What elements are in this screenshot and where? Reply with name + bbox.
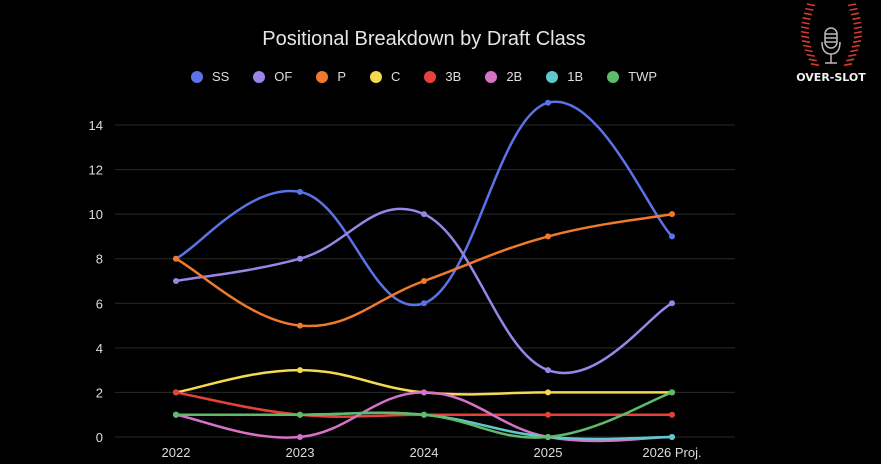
data-point-twp: [669, 389, 675, 396]
legend-swatch: [370, 70, 383, 83]
over-slot-logo: OVER-SLOT: [796, 3, 866, 84]
data-point-ss: [421, 300, 427, 307]
chart-title: Positional Breakdown by Draft Class: [262, 28, 586, 50]
y-tick-label: 8: [96, 252, 103, 267]
data-point-twp: [297, 411, 303, 418]
data-point-3b: [545, 411, 551, 418]
y-tick-label: 10: [89, 207, 103, 222]
data-point-3b: [669, 411, 675, 418]
data-point-twp: [421, 411, 427, 418]
data-point-2b: [297, 434, 303, 440]
chart-legend: SS OF P C 3B 2B 1B TWP: [0, 69, 848, 84]
legend-item-ss[interactable]: SS: [190, 69, 230, 84]
y-tick-label: 4: [96, 341, 103, 356]
data-point-p: [173, 255, 179, 262]
legend-label: TWP: [628, 69, 658, 84]
data-point-p: [669, 211, 675, 218]
data-point-of: [421, 211, 427, 218]
x-tick-label: 2023: [286, 445, 315, 460]
legend-item-3b[interactable]: 3B: [424, 69, 461, 84]
legend-label: SS: [211, 69, 230, 84]
logo-text: OVER-SLOT: [796, 71, 866, 84]
legend-swatch: [546, 70, 559, 83]
data-point-of: [173, 278, 179, 284]
data-point-of: [669, 300, 675, 307]
data-point-3b: [173, 389, 179, 396]
data-point-p: [421, 278, 427, 284]
legend-swatch: [607, 70, 620, 83]
legend-item-twp[interactable]: TWP: [607, 69, 657, 84]
legend-item-c[interactable]: C: [370, 69, 400, 84]
legend-label: P: [337, 69, 347, 84]
series-line-ss: [175, 100, 673, 307]
data-point-1b: [669, 434, 675, 440]
x-tick-label: 2025: [534, 445, 563, 460]
data-point-c: [545, 389, 551, 396]
y-tick-label: 12: [89, 163, 103, 178]
x-tick-label: 2024: [410, 445, 439, 460]
data-point-ss: [669, 233, 675, 240]
y-tick-label: 6: [96, 296, 103, 311]
legend-label: 3B: [445, 69, 462, 84]
legend-swatch: [316, 70, 329, 83]
legend-swatch: [253, 70, 266, 83]
legend-item-1b[interactable]: 1B: [546, 69, 583, 84]
legend-item-2b[interactable]: 2B: [485, 69, 522, 84]
data-point-twp: [545, 434, 551, 440]
y-tick-label: 2: [96, 385, 103, 400]
data-point-p: [545, 233, 551, 240]
data-point-twp: [173, 411, 179, 418]
legend-label: 1B: [567, 69, 584, 84]
data-point-2b: [421, 389, 427, 396]
y-tick-label: 14: [89, 118, 103, 133]
legend-swatch: [424, 70, 437, 83]
legend-swatch: [485, 70, 498, 83]
microphone-icon: [821, 27, 841, 64]
legend-label: 2B: [506, 69, 523, 84]
data-point-of: [297, 255, 303, 262]
x-tick-label: 2022: [162, 445, 191, 460]
data-point-p: [297, 322, 303, 329]
data-point-ss: [545, 99, 551, 106]
legend-label: OF: [274, 69, 293, 84]
legend-item-p[interactable]: P: [316, 69, 346, 84]
series-line-of: [175, 207, 673, 374]
legend-swatch: [190, 70, 203, 83]
legend-item-of[interactable]: OF: [253, 69, 292, 84]
data-point-c: [297, 367, 303, 374]
x-tick-label: 2026 Proj.: [642, 445, 701, 460]
data-point-of: [545, 367, 551, 374]
data-point-ss: [297, 188, 303, 195]
legend-label: C: [391, 69, 401, 84]
y-tick-label: 0: [96, 430, 103, 445]
